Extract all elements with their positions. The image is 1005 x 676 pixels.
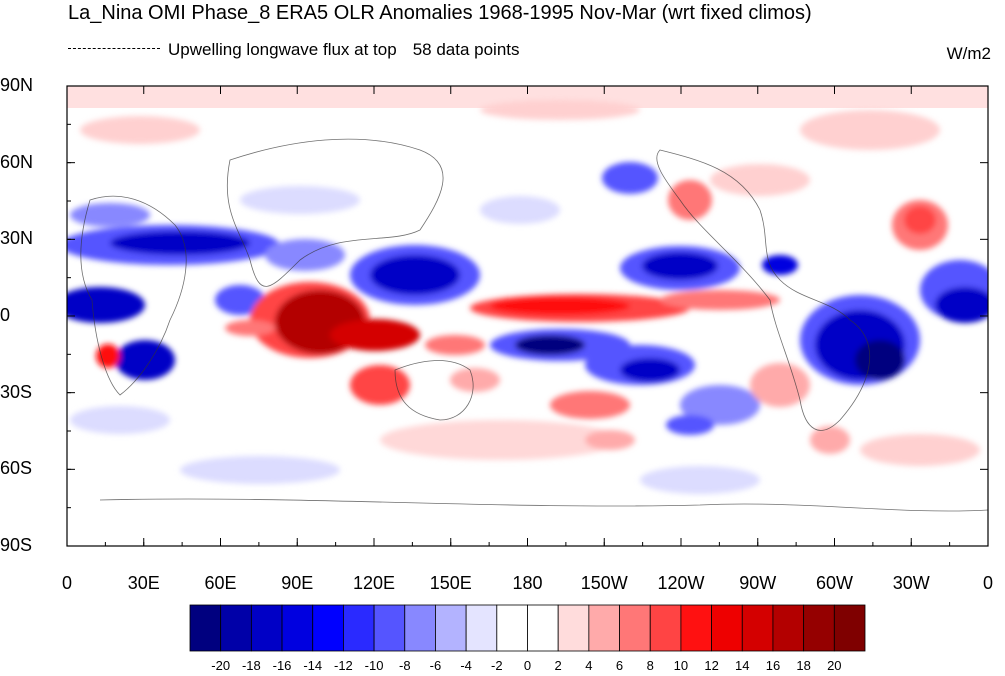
colorbar-label: -20 [211,658,231,673]
colorbar-swatch [404,604,436,652]
colorbar-swatch [465,604,498,652]
y-tick-label: 60N [0,151,34,172]
x-tick-label: 120E [352,573,396,593]
y-tick-label: 90S [0,535,33,555]
x-tick-label: 150W [580,573,628,593]
colorbar-label: 4 [585,658,593,673]
axis-ticks [66,85,989,547]
colorbar-swatch [588,604,620,652]
colorbar-label: -8 [398,658,411,673]
colorbar-label: 14 [735,658,750,673]
colorbar-swatch [619,604,651,652]
dashed-line-legend-icon [68,48,160,50]
x-tick-label: 90W [739,573,777,593]
colorbar-label: 20 [827,658,842,673]
colorbar-swatch [435,604,467,652]
chart-title: La_Nina OMI Phase_8 ERA5 OLR Anomalies 1… [68,2,812,24]
colorbar-swatch [833,604,866,652]
y-tick-label: 30N [0,228,34,249]
x-tick-label: 90E [281,573,314,593]
x-tick-label: 60E [204,573,237,593]
colorbar-swatch [189,604,222,652]
x-tick-label: 120W [657,573,705,593]
colorbar-label: -14 [303,658,323,673]
colorbar-swatch [250,604,283,652]
variable-label: Upwelling longwave flux at top [168,40,397,59]
colorbar-label: 2 [554,658,562,673]
colorbar-label: -6 [429,658,442,673]
x-tick-label: 180 [512,573,543,593]
colorbar-swatch [772,604,805,652]
colorbar-swatch [803,604,835,652]
colorbar-swatch [281,604,314,652]
y-tick-label: 60S [0,458,33,479]
y-tick-label: 30S [0,381,33,402]
colorbar-label: -4 [460,658,472,673]
colorbar-swatch [496,604,528,652]
colorbar-label: 6 [615,658,624,673]
x-tick-label: 0 [982,573,993,593]
colorbar [189,604,866,652]
colorbar-swatch [220,604,252,652]
colorbar-swatch [373,604,406,652]
x-tick-label: 0 [61,573,72,593]
colorbar-swatch [557,604,590,652]
colorbar-label: 8 [646,658,654,673]
x-tick-label: 30W [892,573,930,593]
colorbar-label: -2 [491,658,503,673]
units-label: W/m2 [946,44,991,63]
y-tick-label: 0 [0,305,11,325]
x-tick-label: 60W [815,573,853,593]
x-tick-label: 30E [127,573,160,593]
colorbar-label: -10 [364,658,384,673]
subtitle: Upwelling longwave flux at top 58 data po… [68,40,520,60]
colorbar-label: 16 [765,658,781,673]
colorbar-label: 0 [523,658,532,673]
colorbar-swatch [741,604,774,652]
colorbar-label: 10 [673,658,689,673]
x-tick-label: 150E [429,573,472,593]
colorbar-label: 18 [796,658,811,673]
colorbar-label: -18 [241,658,261,673]
data-points-label: 58 data points [412,40,520,59]
colorbar-swatch [680,604,712,652]
y-tick-label: 90N [0,75,34,95]
colorbar-swatch [711,604,743,652]
colorbar-label: -12 [334,658,353,673]
colorbar-swatch [649,604,682,652]
anomaly-field [67,86,988,546]
colorbar-label: -16 [272,658,292,673]
coastline-outlines [80,138,988,512]
colorbar-label: 12 [704,658,719,673]
colorbar-swatch [527,604,559,652]
colorbar-swatch [343,604,375,652]
colorbar-swatch [312,604,344,652]
